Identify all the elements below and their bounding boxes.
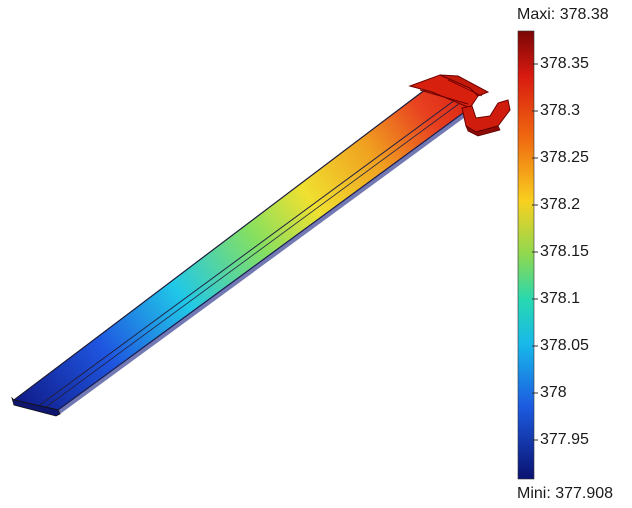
- legend-tick-label: 378.25: [540, 149, 589, 166]
- legend-max-label: Maxi: 378.38: [517, 6, 609, 24]
- legend-tick-label: 377.95: [540, 431, 589, 448]
- legend-tick-label: 378: [540, 384, 567, 401]
- color-scale-bar: [517, 30, 538, 480]
- hook-clip: [408, 74, 511, 137]
- beam-model: [11, 85, 472, 417]
- legend-min-prefix: Mini:: [517, 485, 551, 502]
- legend-tick-label: 378.15: [540, 243, 589, 260]
- legend-tick-label: 378.2: [540, 196, 581, 213]
- legend-min-label: Mini: 377.908: [517, 485, 613, 503]
- legend-tick-label: 378.3: [540, 102, 581, 119]
- legend-max-value: 378.38: [559, 6, 609, 23]
- legend-min-value: 377.908: [555, 485, 614, 502]
- legend-tick-label: 378.05: [540, 337, 589, 354]
- legend-tick-label: 378.1: [540, 290, 581, 307]
- legend-max-prefix: Maxi:: [517, 6, 556, 23]
- legend-tick-label: 378.35: [540, 55, 589, 72]
